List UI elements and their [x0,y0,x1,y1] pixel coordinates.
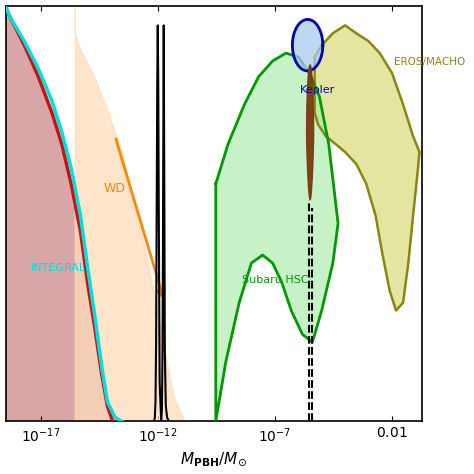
Polygon shape [292,19,323,71]
Polygon shape [5,6,113,421]
Text: Kepler: Kepler [300,85,336,95]
Polygon shape [216,53,338,421]
Text: WD: WD [104,182,126,195]
Polygon shape [315,25,419,310]
Text: INTEGRAL: INTEGRAL [31,263,86,273]
Text: EROS/MACHO: EROS/MACHO [394,57,465,67]
Polygon shape [307,65,314,200]
Text: Subaru HSC: Subaru HSC [242,275,309,285]
X-axis label: $\mathbf{\it{M}}_{\mathbf{PBH}}/\mathbf{\it{M}}_{\odot}$: $\mathbf{\it{M}}_{\mathbf{PBH}}/\mathbf{… [181,450,247,468]
Polygon shape [75,6,185,421]
